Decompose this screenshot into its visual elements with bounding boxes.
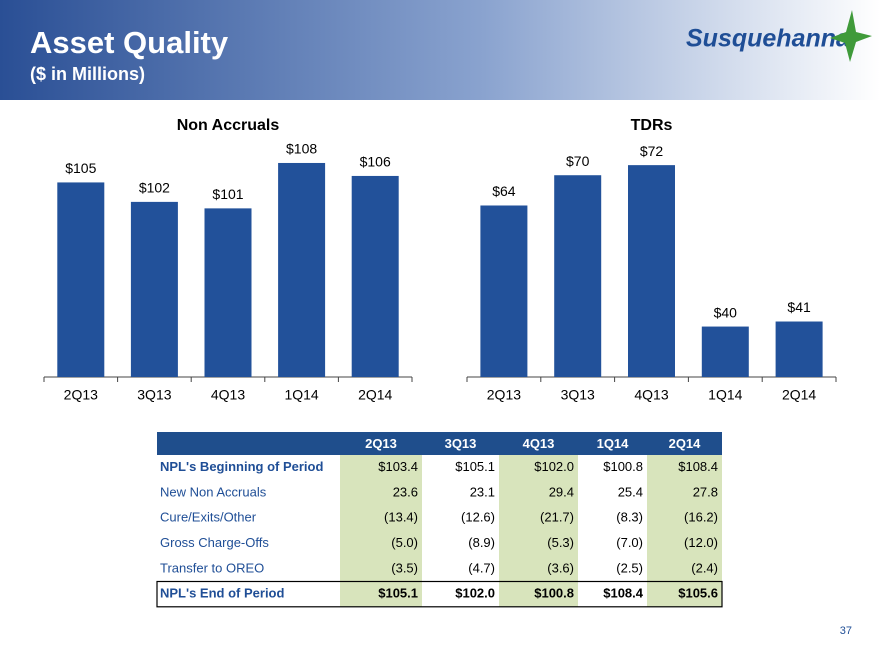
cell: 23.6 [393,484,418,499]
value-label: $105 [65,160,96,176]
row-label: Cure/Exits/Other [160,510,257,525]
logo-text: Susquehanna [686,25,850,53]
bar [278,162,326,377]
title: Asset Quality [30,25,229,60]
x-tick-label: 3Q13 [137,387,171,403]
x-tick-label: 3Q13 [561,387,595,403]
cell: $100.8 [603,459,643,474]
cell: $108.4 [603,586,644,601]
bar [204,208,252,377]
value-label: $72 [640,143,664,159]
cell: (16.2) [684,510,718,525]
x-tick-label: 1Q14 [708,387,742,403]
bar [775,321,823,377]
cell: (12.6) [461,510,495,525]
total-row-border [156,580,723,608]
bar [480,205,528,377]
cell: 27.8 [693,484,718,499]
x-tick-label: 2Q14 [782,387,816,403]
column-shade [340,455,422,607]
cell: 25.4 [618,484,643,499]
header-band [0,0,880,100]
cell: $108.4 [678,459,718,474]
bar [701,326,749,377]
column-header: 1Q14 [597,436,630,451]
cell: (5.0) [391,535,418,550]
table-header-bg [157,432,722,455]
row-label: Gross Charge-Offs [160,535,269,550]
bar [554,175,602,377]
cell: $105.1 [455,459,495,474]
x-tick-label: 2Q13 [64,387,98,403]
x-tick-label: 4Q13 [634,387,668,403]
bar [628,165,675,377]
table: 2Q13 3Q13 4Q13 1Q14 2Q14 NPL's Beginning of P… [156,432,723,608]
cell: $105.6 [678,586,718,601]
cell: $105.1 [378,586,418,601]
row-label: NPL's Beginning of Period [160,459,323,474]
cell: 29.4 [549,484,574,499]
row-label: New Non Accruals [160,484,267,499]
cell: (12.0) [684,535,718,550]
value-label: $40 [714,304,738,320]
bar [351,175,399,377]
bar [130,201,178,377]
value-label: $108 [286,141,317,157]
cell: $102.0 [534,459,574,474]
cell: $103.4 [378,459,418,474]
page-number: 37 [840,625,852,637]
bar [57,182,105,377]
cell: (21.7) [540,510,574,525]
x-tick-label: 2Q13 [487,387,521,403]
cell: (13.4) [384,510,418,525]
cell: 23.1 [470,484,495,499]
cell: (4.7) [468,560,495,575]
value-label: $41 [787,299,811,315]
column-shade [499,455,578,607]
logo-star [830,10,872,62]
column-header: 2Q14 [669,436,702,451]
value-label: $102 [139,180,170,196]
cell: (2.5) [616,560,643,575]
cell: (3.5) [391,560,418,575]
value-label: $70 [566,153,590,169]
column-shade [647,455,722,607]
cell: (5.3) [547,535,574,550]
cell: $102.0 [455,586,495,601]
column-header: 4Q13 [523,436,555,451]
row-label: Transfer to OREO [160,560,264,575]
row-label: NPL's End of Period [160,586,284,601]
x-tick-label: 1Q14 [284,387,318,403]
value-label: $101 [212,186,243,202]
cell: (8.3) [616,510,643,525]
cell: (7.0) [616,535,643,550]
column-header: 3Q13 [445,436,477,451]
cell: $100.8 [534,586,574,601]
column-header: 2Q13 [365,436,397,451]
cell: (2.4) [691,560,718,575]
cell: (3.6) [547,560,574,575]
chart-title: TDRs [631,117,673,134]
x-tick-label: 2Q14 [358,387,392,403]
subtitle: ($ in Millions) [30,64,145,84]
x-tick-label: 4Q13 [211,387,245,403]
value-label: $106 [360,154,391,170]
chart-title: Non Accruals [177,117,280,134]
cell: (8.9) [468,535,495,550]
value-label: $64 [492,183,516,199]
